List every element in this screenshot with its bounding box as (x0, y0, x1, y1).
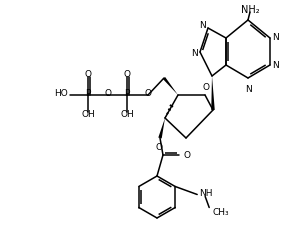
Text: P: P (85, 90, 91, 98)
Text: HO: HO (54, 90, 68, 98)
Text: O: O (202, 84, 210, 92)
Text: O: O (104, 90, 112, 98)
Text: N: N (272, 61, 279, 71)
Polygon shape (211, 76, 215, 110)
Text: N: N (191, 48, 198, 58)
Text: N: N (199, 22, 206, 30)
Text: O: O (84, 70, 91, 79)
Text: NH₂: NH₂ (241, 5, 259, 15)
Text: NH: NH (199, 189, 213, 198)
Text: P: P (124, 90, 130, 98)
Polygon shape (158, 118, 165, 138)
Text: O: O (155, 144, 163, 152)
Text: OH: OH (81, 110, 95, 119)
Text: O: O (123, 70, 131, 79)
Text: O: O (183, 150, 190, 160)
Polygon shape (163, 77, 178, 95)
Text: CH₃: CH₃ (212, 208, 229, 217)
Text: N: N (244, 85, 251, 94)
Text: OH: OH (120, 110, 134, 119)
Text: O: O (144, 90, 152, 98)
Text: N: N (272, 32, 279, 42)
